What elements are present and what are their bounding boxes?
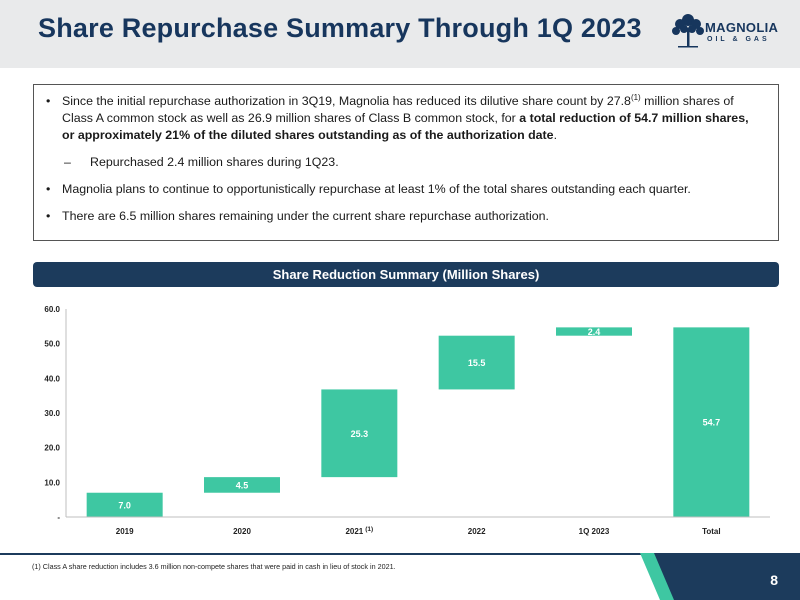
title-bar: Share Repurchase Summary Through 1Q 2023… bbox=[0, 0, 800, 68]
bar-total bbox=[673, 327, 750, 517]
x-tick-label: 1Q 2023 bbox=[579, 527, 610, 536]
bar-2020 bbox=[204, 477, 280, 493]
company-logo: MAGNOLIA OIL & GAS bbox=[670, 10, 780, 56]
footnote-ref: (1) bbox=[630, 92, 641, 102]
bars: 7.0 4.5 25.3 15.5 2.4 54.7 bbox=[86, 327, 750, 517]
y-tick-label: 60.0 bbox=[44, 305, 60, 314]
footer-rule bbox=[0, 553, 800, 555]
corner-accent bbox=[640, 553, 800, 600]
chart-header: Share Reduction Summary (Million Shares) bbox=[33, 262, 779, 287]
bar-2021 bbox=[321, 389, 398, 478]
x-tick-footnote-ref: (1) bbox=[365, 526, 373, 533]
x-tick-label: 2020 bbox=[233, 527, 251, 536]
summary-bullets: Since the initial repurchase authorizati… bbox=[33, 84, 779, 241]
bar-value-label: 2.4 bbox=[588, 327, 601, 337]
bar-value-label: 4.5 bbox=[236, 480, 249, 490]
bar-1q-2023 bbox=[556, 327, 632, 336]
x-tick-label: 2019 bbox=[116, 527, 134, 536]
y-axis: - 10.0 20.0 30.0 40.0 50.0 60.0 bbox=[44, 305, 67, 522]
page-title: Share Repurchase Summary Through 1Q 2023 bbox=[38, 13, 642, 43]
y-tick-label: 50.0 bbox=[44, 340, 60, 349]
bullet-remaining: There are 6.5 million shares remaining u… bbox=[46, 208, 764, 225]
x-axis: 2019 2020 2021 (1) 2022 1Q 2023 Total bbox=[66, 516, 770, 536]
share-reduction-chart: - 10.0 20.0 30.0 40.0 50.0 60.0 7.0 4.5 25.3 15.5… bbox=[44, 305, 770, 536]
x-tick-label: Total bbox=[702, 527, 721, 536]
footnote: (1) Class A share reduction includes 3.6… bbox=[32, 562, 396, 571]
bar-value-label: 25.3 bbox=[351, 429, 369, 439]
logo-text: MAGNOLIA bbox=[705, 20, 779, 35]
bar-value-label: 15.5 bbox=[468, 358, 486, 368]
bar-2022 bbox=[438, 335, 515, 390]
y-tick-label: 10.0 bbox=[44, 478, 60, 487]
logo-subtext: OIL & GAS bbox=[707, 36, 770, 43]
bullet-plan: Magnolia plans to continue to opportunis… bbox=[46, 181, 764, 198]
bar-2019 bbox=[86, 492, 163, 517]
magnolia-tree-icon bbox=[672, 14, 704, 48]
bar-value-label: 54.7 bbox=[703, 418, 721, 428]
y-tick-label: - bbox=[57, 513, 60, 522]
y-tick-label: 20.0 bbox=[44, 444, 60, 453]
x-tick-label: 2022 bbox=[468, 527, 486, 536]
sub-bullet-1q23: Repurchased 2.4 million shares during 1Q… bbox=[46, 154, 764, 171]
bar-value-label: 7.0 bbox=[118, 500, 131, 510]
bullet-reduction: Since the initial repurchase authorizati… bbox=[46, 93, 764, 144]
x-tick-label: 2021 (1) bbox=[345, 526, 373, 536]
page-number: 8 bbox=[770, 572, 778, 588]
y-tick-label: 40.0 bbox=[44, 374, 60, 383]
y-tick-label: 30.0 bbox=[44, 409, 60, 418]
